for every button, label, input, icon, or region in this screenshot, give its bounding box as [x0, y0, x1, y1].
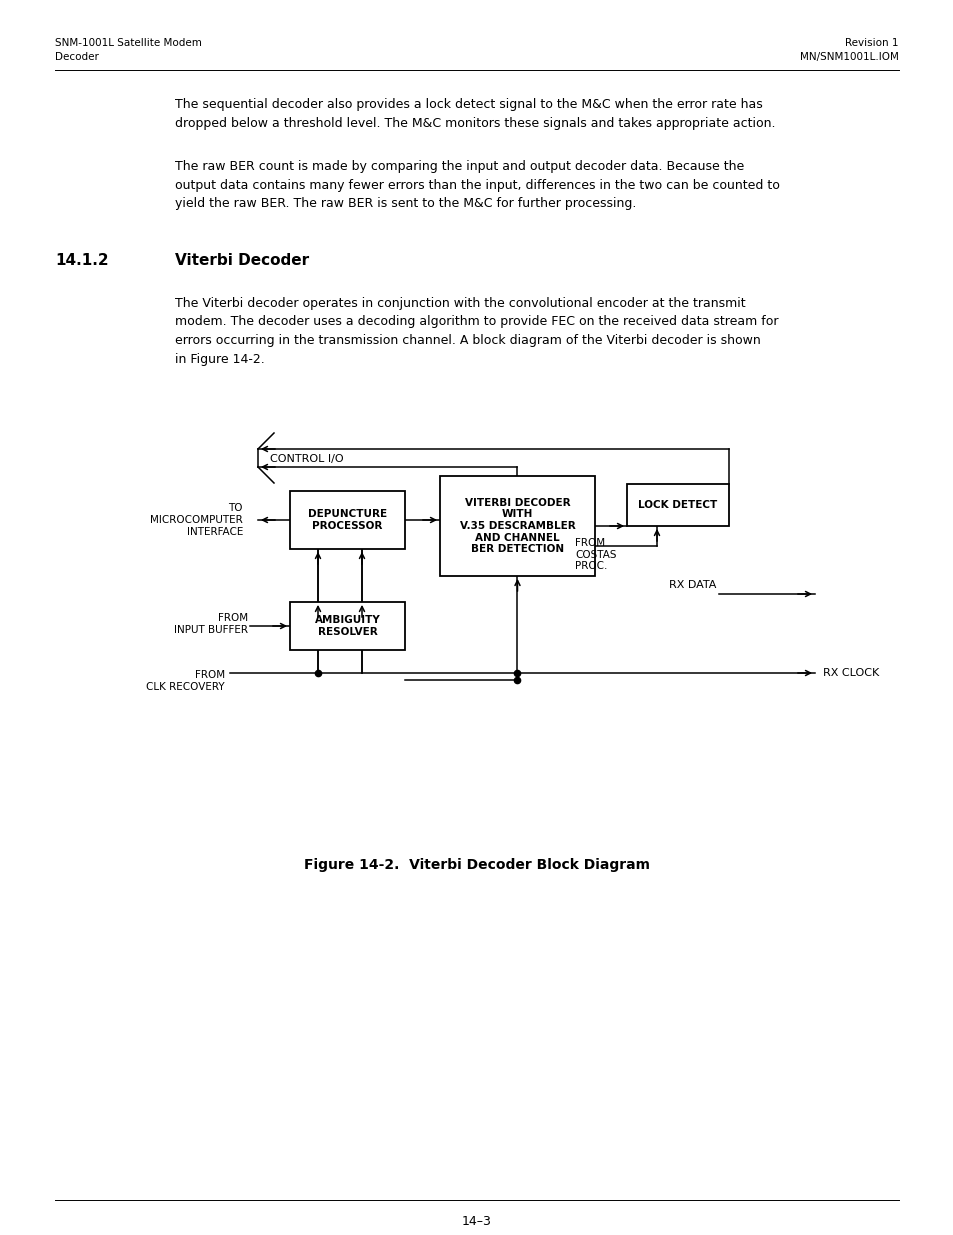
Bar — [439, 475, 595, 576]
Text: Decoder: Decoder — [55, 52, 99, 62]
Text: The sequential decoder also provides a lock detect signal to the M&C when the er: The sequential decoder also provides a l… — [174, 98, 775, 130]
Text: FROM
COSTAS
PROC.: FROM COSTAS PROC. — [575, 538, 616, 572]
Text: The raw BER count is made by comparing the input and output decoder data. Becaus: The raw BER count is made by comparing t… — [174, 161, 779, 210]
Text: VITERBI DECODER
WITH
V.35 DESCRAMBLER
AND CHANNEL
BER DETECTION: VITERBI DECODER WITH V.35 DESCRAMBLER AN… — [459, 498, 575, 555]
Text: RX DATA: RX DATA — [668, 580, 716, 590]
Text: LOCK DETECT: LOCK DETECT — [638, 500, 717, 510]
Text: Viterbi Decoder: Viterbi Decoder — [174, 253, 309, 268]
Bar — [290, 492, 405, 550]
Bar — [626, 484, 728, 526]
Text: The Viterbi decoder operates in conjunction with the convolutional encoder at th: The Viterbi decoder operates in conjunct… — [174, 296, 778, 366]
Bar — [290, 601, 405, 650]
Text: AMBIGUITY
RESOLVER: AMBIGUITY RESOLVER — [314, 615, 380, 637]
Text: 14–3: 14–3 — [461, 1215, 492, 1228]
Text: FROM
CLK RECOVERY: FROM CLK RECOVERY — [146, 671, 225, 692]
Text: Figure 14-2.  Viterbi Decoder Block Diagram: Figure 14-2. Viterbi Decoder Block Diagr… — [304, 858, 649, 872]
Text: SNM-1001L Satellite Modem: SNM-1001L Satellite Modem — [55, 38, 202, 48]
Text: FROM
INPUT BUFFER: FROM INPUT BUFFER — [173, 614, 248, 635]
Text: 14.1.2: 14.1.2 — [55, 253, 109, 268]
Text: Revision 1: Revision 1 — [844, 38, 898, 48]
Text: MN/SNM1001L.IOM: MN/SNM1001L.IOM — [800, 52, 898, 62]
Text: TO
MICROCOMPUTER
INTERFACE: TO MICROCOMPUTER INTERFACE — [150, 504, 243, 536]
Text: RX CLOCK: RX CLOCK — [822, 668, 879, 678]
Text: DEPUNCTURE
PROCESSOR: DEPUNCTURE PROCESSOR — [308, 509, 387, 531]
Text: CONTROL I/O: CONTROL I/O — [270, 454, 343, 464]
